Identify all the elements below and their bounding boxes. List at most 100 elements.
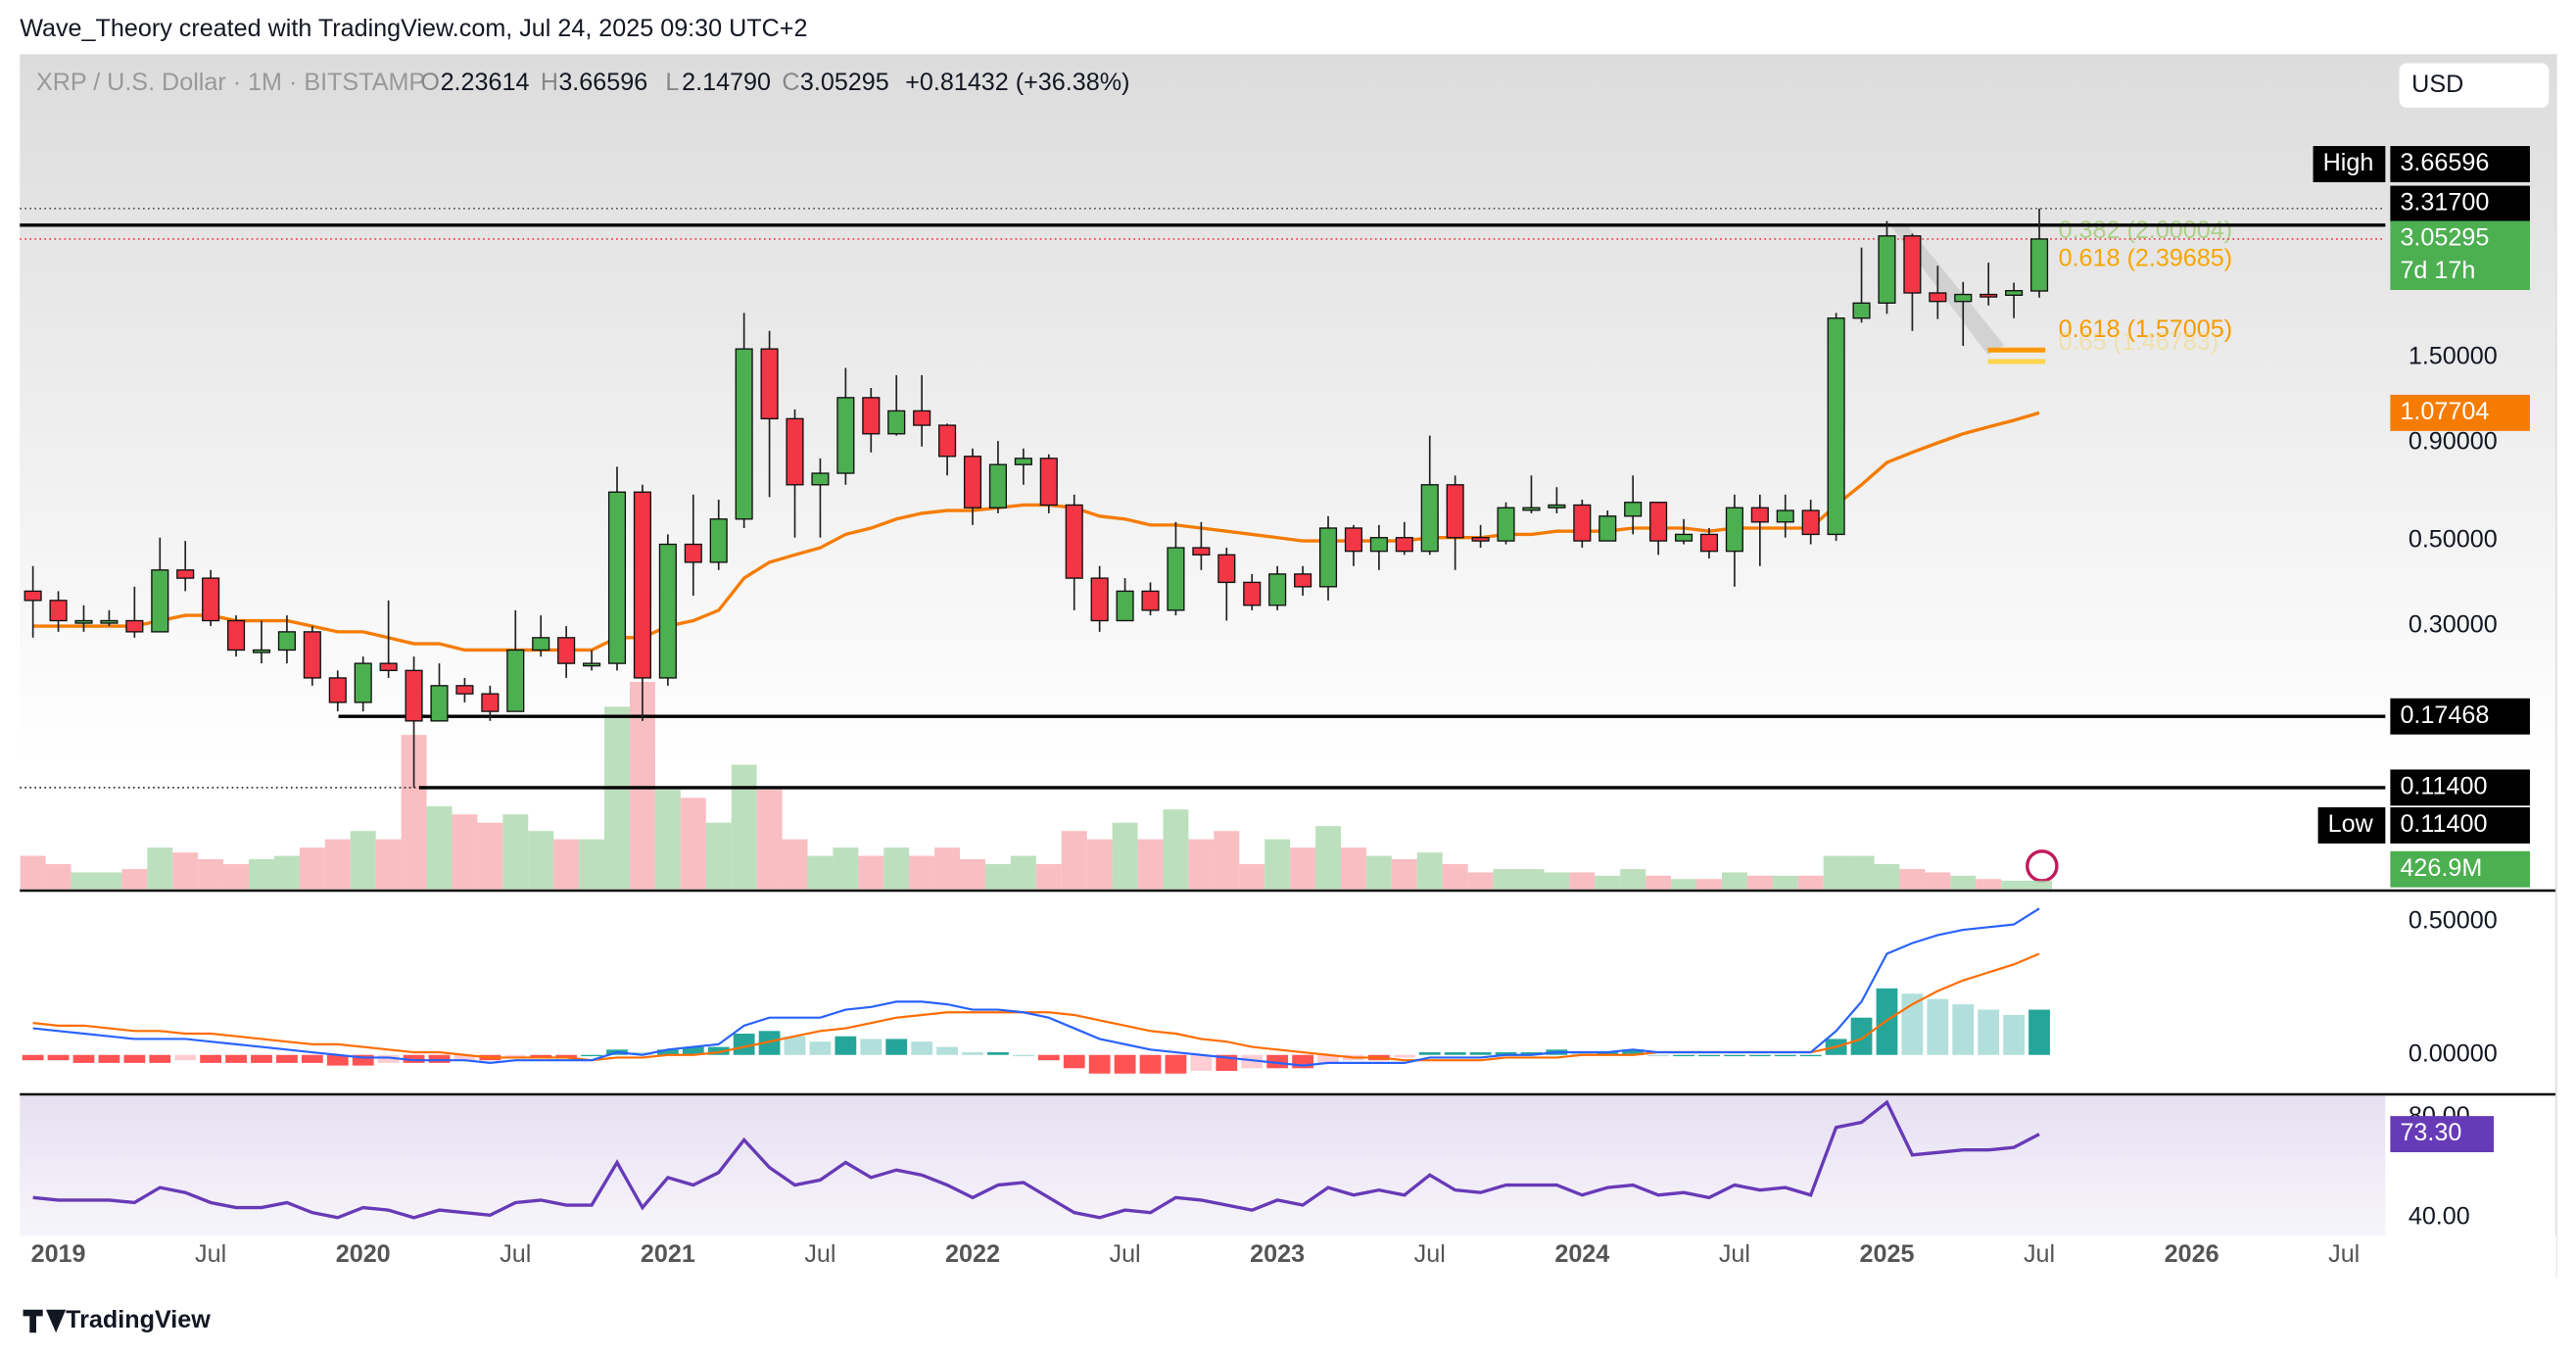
macd-histogram-bar [1114, 1054, 1136, 1074]
brand: TradingView [66, 1306, 211, 1333]
macd-histogram-bar [1393, 1054, 1415, 1058]
macd-histogram-bar [326, 1054, 349, 1066]
ohlc-change: +0.81432 (+36.38%) [905, 69, 1129, 96]
macd-histogram-bar [530, 1054, 552, 1058]
currency-button[interactable] [2397, 61, 2551, 110]
volume-bar [2027, 880, 2053, 890]
volume-bar [1874, 863, 1900, 890]
macd-histogram-bar [835, 1036, 857, 1055]
x-tick-label: 2025 [1859, 1240, 1914, 1268]
volume-bar [1797, 875, 1824, 890]
countdown: 7d 17h [2400, 257, 2475, 284]
macd-histogram-bar [377, 1054, 400, 1063]
volume-bar [1264, 839, 1291, 890]
volume-bar [705, 822, 732, 890]
candle-body [1725, 507, 1743, 553]
x-tick-label: 2026 [2165, 1240, 2219, 1268]
candle-body [277, 631, 296, 652]
volume-bar [604, 706, 630, 890]
volume-bar [984, 863, 1011, 890]
ohlc-value: 2.23614 [441, 69, 530, 96]
candle-body [100, 619, 119, 624]
volume-bar [172, 852, 199, 890]
candle-body [1497, 507, 1515, 542]
volume-bar [528, 831, 554, 890]
level-label: 0.11400 [2400, 773, 2487, 800]
macd-histogram-bar [555, 1054, 578, 1058]
volume-bar [934, 847, 961, 890]
low-value-box [2390, 807, 2530, 844]
rsi-line [32, 1099, 2040, 1220]
volume-bar [1112, 822, 1138, 890]
candle-body [1294, 573, 1312, 588]
ohlc-key: C [782, 69, 799, 96]
volume-bar [1239, 863, 1265, 890]
macd-histogram-bar [1317, 1054, 1339, 1063]
volume-bar [223, 863, 250, 890]
rsi-tick-label: 40.00 [2409, 1202, 2470, 1230]
candle-body [1852, 302, 1871, 319]
volume-bar [1950, 875, 1977, 890]
candle-body [1878, 235, 1896, 304]
y-tick-label: 0.30000 [2409, 611, 2498, 639]
candle-body [1243, 581, 1262, 606]
currency[interactable]: USD [2411, 71, 2463, 98]
macd-histogram-bar [936, 1046, 958, 1055]
candle-body [151, 569, 169, 633]
macd-histogram-bar [453, 1054, 476, 1061]
candle-body [786, 417, 804, 486]
x-tick-label: 2019 [31, 1240, 86, 1268]
macd-histogram-bar [1901, 993, 1924, 1055]
candle-body [1471, 537, 1490, 542]
macd-histogram-bar [1495, 1052, 1517, 1055]
candle-body [938, 424, 957, 458]
x-axis [20, 1235, 2556, 1279]
candle-body [1980, 293, 1998, 298]
volume-bar [1848, 855, 1875, 890]
macd-histogram-bar [1165, 1054, 1187, 1074]
candle-body [1674, 533, 1693, 542]
level-label-box [2390, 769, 2530, 806]
macd-histogram-bar [1723, 1054, 1745, 1057]
ema-label-box [2390, 394, 2530, 431]
ohlc-value: 3.66596 [558, 69, 647, 96]
fib-label: 0.618 (2.39685) [2059, 245, 2233, 272]
volume-bar [452, 814, 478, 890]
low-value: 0.11400 [2400, 810, 2487, 838]
macd-histogram-bar [911, 1041, 933, 1055]
volume-bar [909, 855, 935, 890]
candle-body [49, 600, 68, 622]
macd-histogram-bar [301, 1054, 323, 1063]
candle-body [1699, 533, 1719, 553]
volume-bar [1340, 847, 1366, 890]
last-price: 3.05295 [2400, 224, 2489, 252]
volume-bar [20, 855, 46, 890]
candle-body [887, 410, 906, 435]
macd-histogram-bar [1622, 1049, 1645, 1055]
volume-bar [96, 872, 122, 890]
volume-bar [324, 839, 351, 890]
volume-label-box [2390, 850, 2530, 888]
macd-histogram-bar [504, 1054, 527, 1058]
macd-histogram-bar [860, 1039, 883, 1055]
volume-bar [273, 855, 300, 890]
macd-histogram-bar [1952, 1004, 1975, 1055]
candle-body [658, 543, 677, 679]
volume-bar [960, 858, 985, 890]
candle-body [760, 348, 779, 420]
volume-bar [1163, 809, 1189, 890]
macd-histogram-bar [809, 1041, 832, 1055]
volume-bar [502, 814, 529, 890]
candle-body [1522, 507, 1541, 511]
credit: Wave_Theory created with TradingView.com… [20, 15, 807, 42]
volume-bar [756, 789, 783, 890]
last-price-box [2390, 220, 2530, 290]
x-tick-label: Jul [500, 1240, 531, 1268]
candle-body [1420, 484, 1439, 553]
candle-body [1548, 504, 1566, 508]
volume-bar [1518, 869, 1545, 890]
candle-body [532, 637, 550, 652]
candle-body [1903, 235, 1922, 294]
macd-histogram-bar [428, 1054, 451, 1063]
